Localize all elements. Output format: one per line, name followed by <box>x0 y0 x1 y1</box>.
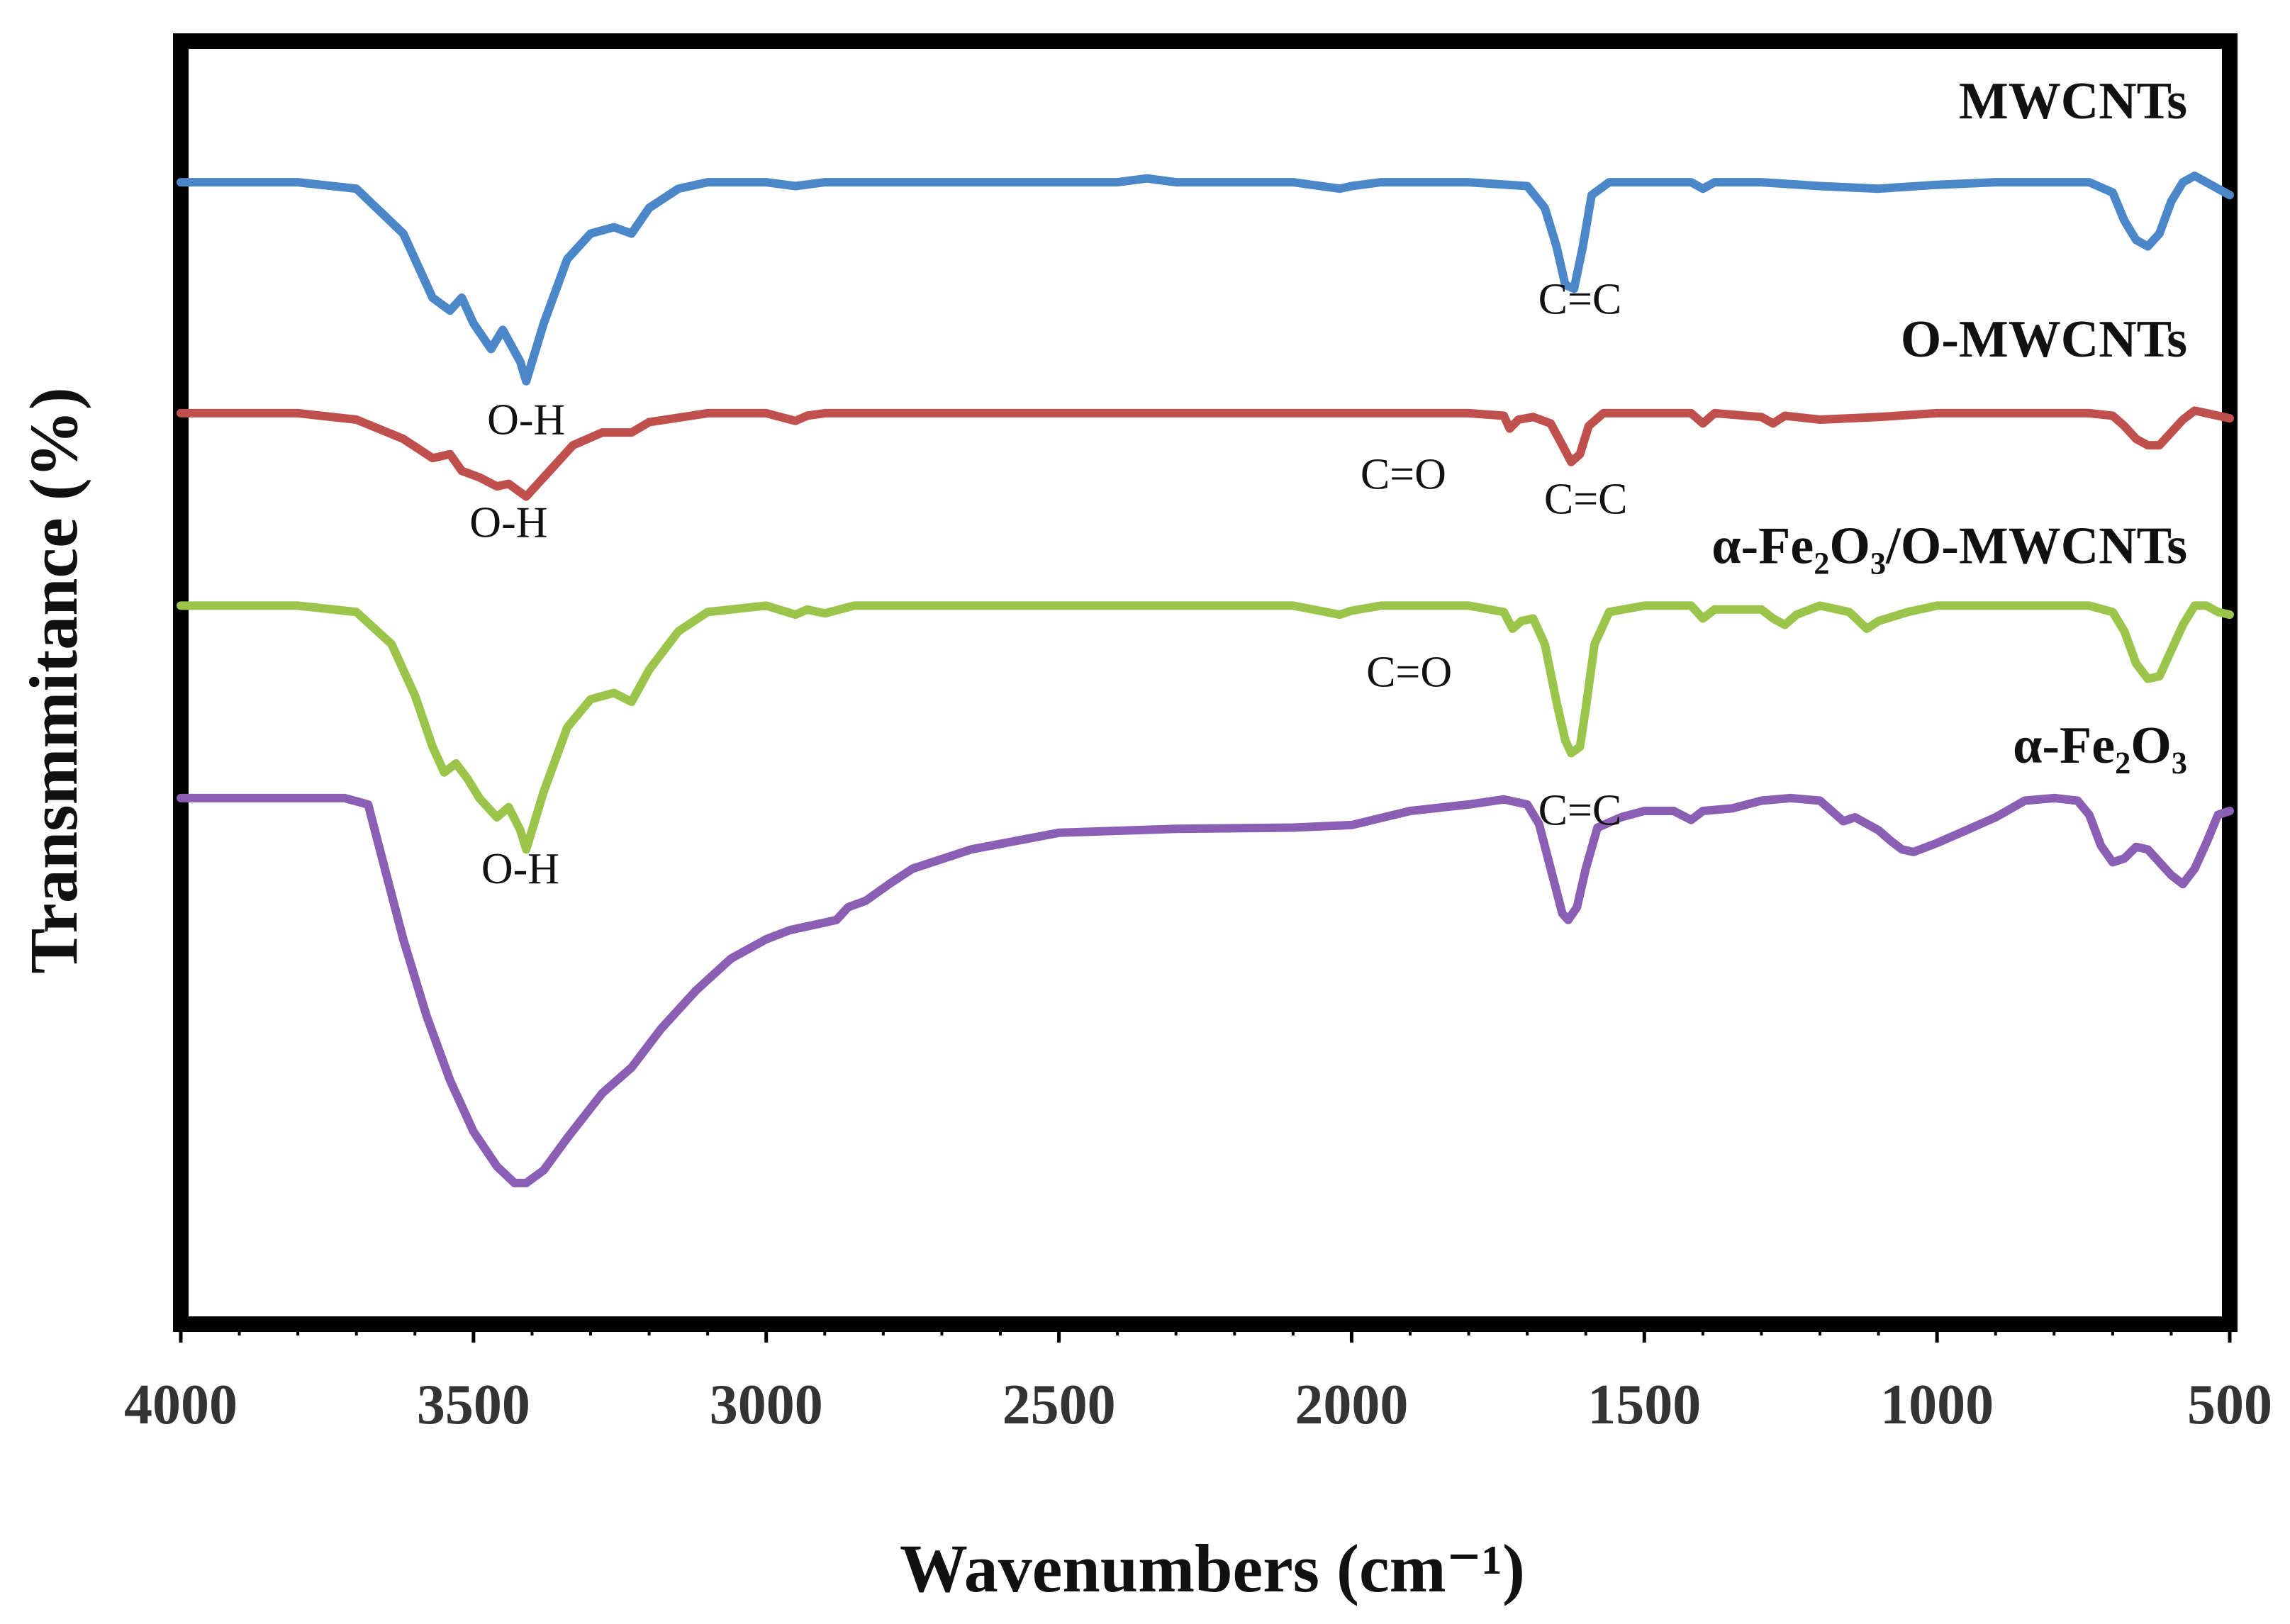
chart-frame <box>173 33 2238 1332</box>
series-line-1 <box>177 406 2234 501</box>
series-label-0: MWCNTs <box>1959 72 2187 130</box>
spectra <box>177 172 2234 1187</box>
x-tick-label-2500: 2500 <box>1002 1374 1116 1436</box>
x-axis-ticks <box>179 1324 2232 1343</box>
series-label-2: α-Fe₂O₃/O-MWCNTs <box>1711 517 2187 575</box>
annotation-c-o-2: C=O <box>1366 648 1452 696</box>
annotation-o-h-2: O-H <box>481 845 559 893</box>
x-axis-tick-labels: 4000 3500 3000 2500 2000 1500 1000 500 <box>124 1374 2272 1436</box>
x-tick-label-3000: 3000 <box>710 1374 823 1436</box>
y-axis-title: Transmmitance (%) <box>16 387 91 973</box>
series-labels: MWCNTs O-MWCNTs α-Fe₂O₃/O-MWCNTs α-Fe₂O₃ <box>1711 72 2187 775</box>
x-tick-label-1000: 1000 <box>1880 1374 1994 1436</box>
series-label-3: α-Fe₂O₃ <box>2013 717 2187 775</box>
annotation-c-o-1: C=O <box>1361 451 1446 499</box>
series-line-0 <box>177 172 2234 386</box>
peak-annotations: O-H C=C O-H C=O C=C O-H C=O C=C <box>469 276 1627 894</box>
annotation-c-c-2: C=C <box>1538 787 1622 835</box>
annotation-c-c-0: C=C <box>1538 276 1622 324</box>
series-label-1: O-MWCNTs <box>1901 310 2187 369</box>
x-tick-label-1500: 1500 <box>1587 1374 1701 1436</box>
x-tick-label-4000: 4000 <box>124 1374 238 1436</box>
series-line-2 <box>177 601 2234 854</box>
series-line-3 <box>177 793 2234 1187</box>
x-tick-label-3500: 3500 <box>417 1374 530 1436</box>
x-tick-label-2000: 2000 <box>1295 1374 1408 1436</box>
x-tick-label-500: 500 <box>2187 1374 2272 1436</box>
annotation-o-h-1: O-H <box>469 498 547 547</box>
annotation-o-h-0: O-H <box>487 396 565 444</box>
x-axis-title: Wavenumbers (cm⁻¹) <box>900 1530 1525 1606</box>
annotation-c-c-1: C=C <box>1544 475 1628 523</box>
